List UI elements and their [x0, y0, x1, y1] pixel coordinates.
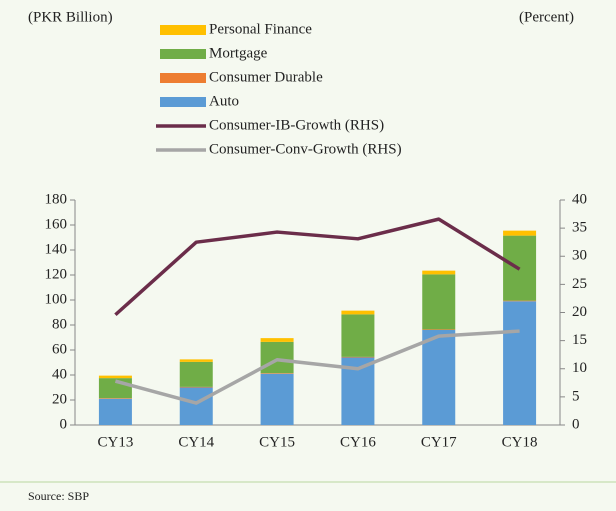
y-tick-label: 40 [52, 366, 67, 382]
legend-label: Consumer-IB-Growth (RHS) [209, 117, 384, 133]
bar-segment [260, 338, 294, 342]
legend-label: Mortgage [209, 45, 268, 61]
bar-segment [422, 329, 456, 330]
y2-tick-label: 35 [572, 220, 587, 236]
line-series [114, 217, 521, 317]
y2-tick-label: 15 [572, 332, 587, 348]
bar-segment [503, 230, 537, 236]
legend-label: Auto [209, 93, 239, 109]
x-tick-label: CY14 [178, 434, 214, 450]
y-tick-label: 0 [60, 416, 68, 432]
bar-segment [422, 330, 456, 425]
x-tick-label: CY17 [421, 434, 457, 450]
legend-label: Consumer-Conv-Growth (RHS) [209, 141, 402, 157]
y-tick-label: 180 [45, 191, 68, 207]
x-tick-label: CY18 [502, 434, 538, 450]
bar-segment [98, 398, 132, 425]
bar-segment [179, 359, 213, 362]
y-tick-label: 80 [52, 316, 67, 332]
y-tick-label: 100 [45, 291, 68, 307]
x-tick-label: CY13 [97, 434, 133, 450]
legend-swatch [160, 73, 206, 83]
bar-segment [179, 387, 213, 425]
bar-segment [260, 373, 294, 374]
y2-tick-label: 0 [572, 416, 580, 432]
bar-segment [341, 314, 375, 357]
y2-tick-label: 10 [572, 360, 587, 376]
x-tick-label: CY15 [259, 434, 295, 450]
bar-segment [503, 301, 537, 425]
source: Source: SBP [28, 489, 89, 503]
bar-segment [260, 373, 294, 425]
legend-swatch [160, 49, 206, 59]
y2-tick-label: 25 [572, 276, 587, 292]
bar-segment [422, 270, 456, 275]
bar-segment [503, 300, 537, 302]
y2-axis-label: (Percent) [519, 9, 574, 25]
bar-segment [179, 386, 213, 388]
y-tick-label: 120 [45, 266, 68, 282]
y2-tick-label: 20 [572, 304, 587, 320]
legend-label: Personal Finance [209, 21, 312, 37]
bar-segment [260, 341, 294, 374]
y-tick-label: 20 [52, 391, 67, 407]
y-axis-label: (PKR Billion) [28, 9, 113, 25]
y-tick-label: 60 [52, 341, 67, 357]
legend-swatch [160, 25, 206, 35]
bar-segment [98, 378, 132, 399]
bar-segment [98, 398, 132, 399]
y-tick-label: 140 [45, 241, 68, 257]
y2-tick-label: 5 [572, 388, 580, 404]
legend-swatch [160, 97, 206, 107]
y-tick-label: 160 [45, 216, 68, 232]
bar-segment [341, 310, 375, 315]
line-series [114, 329, 520, 405]
bar-segment [179, 361, 213, 387]
bar-segment [422, 274, 456, 330]
bar-segment [341, 356, 375, 358]
legend-label: Consumer Durable [209, 69, 323, 85]
y2-tick-label: 30 [572, 248, 587, 264]
bar-segment [98, 375, 132, 379]
y2-tick-label: 40 [572, 191, 587, 207]
x-tick-label: CY16 [340, 434, 376, 450]
